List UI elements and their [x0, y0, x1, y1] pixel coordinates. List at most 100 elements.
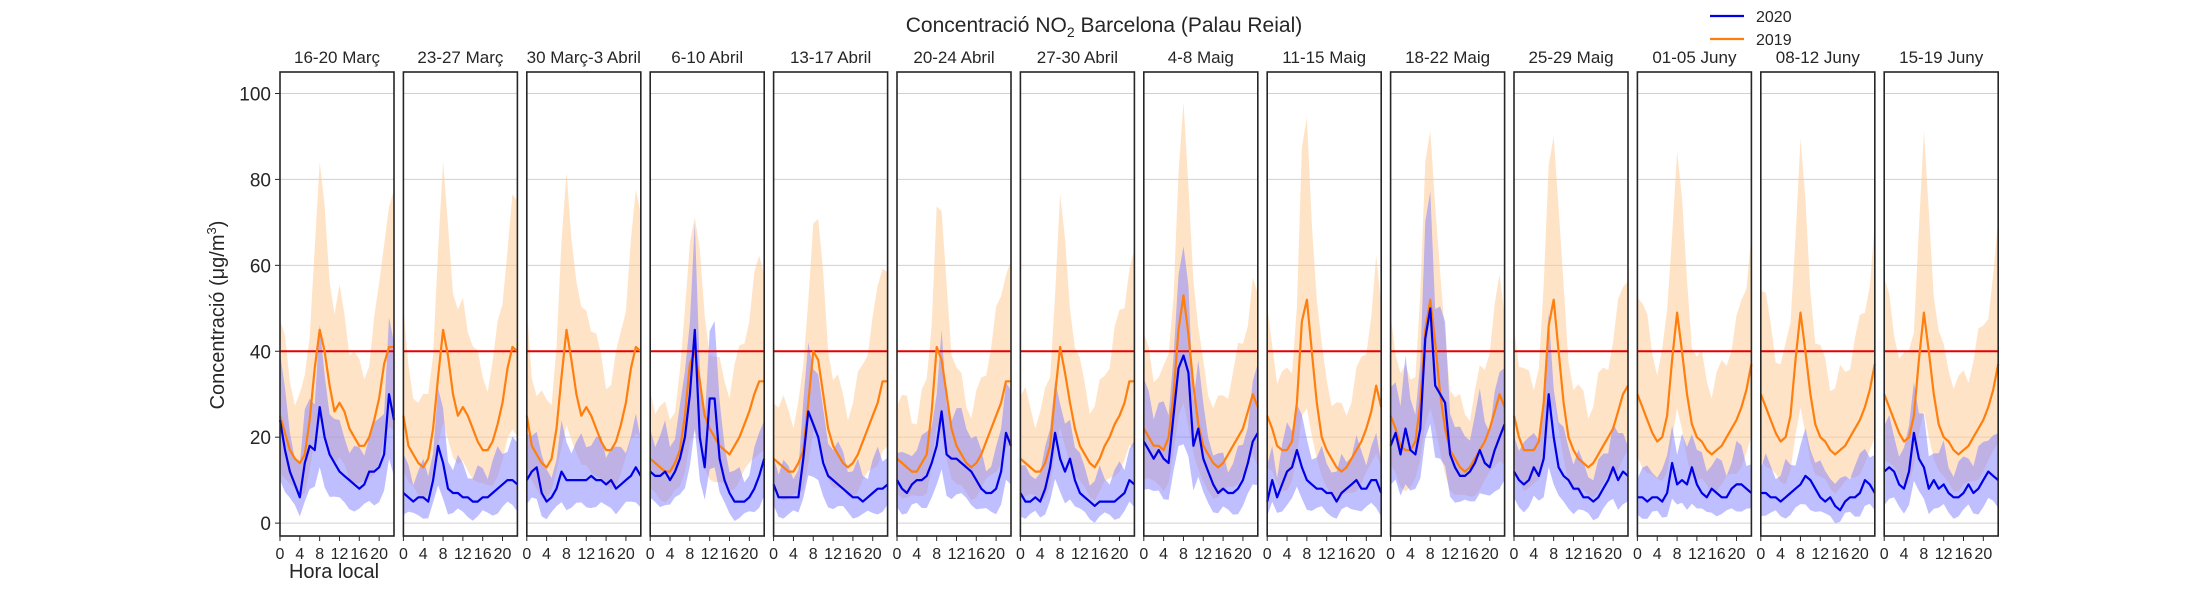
- series-line-2020: [1637, 461, 1753, 503]
- x-tick-label: 8: [1179, 546, 1188, 563]
- panel-title: 27-30 Abril: [1037, 48, 1118, 67]
- x-tick-label: 12: [454, 546, 472, 563]
- x-tick-label: 0: [522, 546, 531, 563]
- x-tick-label: 16: [1461, 546, 1479, 563]
- panel-frame: [1019, 71, 1136, 537]
- series-line-2020: [649, 328, 766, 503]
- panel-frame: [1760, 71, 1876, 537]
- series-line-2019: [1883, 311, 2000, 456]
- panel-frame: [896, 71, 1012, 537]
- panel-frame: [402, 71, 519, 537]
- y-tick-label: 20: [250, 428, 271, 449]
- series-line-2019: [772, 350, 888, 473]
- x-tick-label: 4: [1406, 546, 1415, 563]
- series-line-2019: [1636, 311, 1753, 456]
- x-tick-label: 4: [1529, 546, 1538, 563]
- x-tick-label: 0: [1263, 546, 1272, 563]
- panel-frame: [649, 71, 766, 537]
- x-tick-label: 16: [1955, 546, 1973, 563]
- series-line-2019: [1512, 298, 1629, 469]
- series-line-2019: [402, 328, 519, 469]
- series-line-2019: [1759, 311, 1876, 456]
- legend-label-2020: 2020: [1756, 9, 1792, 26]
- x-tick-label: 16: [1091, 546, 1109, 563]
- panel-7: 27-30 Abril 0 4 8 12 16 20: [1016, 48, 1136, 563]
- x-tick-label: 4: [666, 546, 675, 563]
- x-tick-label: 0: [646, 546, 655, 563]
- series-line-2019: [525, 328, 642, 469]
- x-tick-label: 12: [1565, 546, 1583, 563]
- y-tick-label: 100: [239, 84, 271, 105]
- panel-frame: [525, 71, 642, 537]
- x-tick-label: 16: [721, 546, 739, 563]
- x-tick-label: 4: [1036, 546, 1045, 563]
- x-tick-label: 0: [1386, 546, 1395, 563]
- x-tick-label: 12: [948, 546, 966, 563]
- x-tick-label: 12: [1318, 546, 1336, 563]
- series-line-2019: [278, 328, 394, 465]
- band-2020: [1020, 380, 1135, 523]
- panel-title: 20-24 Abril: [913, 48, 994, 67]
- series-line-2020: [896, 410, 1013, 495]
- panel-title: 18-22 Maig: [1405, 48, 1490, 67]
- band-2020: [897, 329, 1011, 515]
- panel-title: 01-05 Juny: [1652, 48, 1737, 67]
- band-2020: [1143, 246, 1258, 515]
- panel-5: 13-17 Abril 0 4 8 12 16 20: [769, 48, 889, 563]
- x-tick-label: 8: [932, 546, 941, 563]
- series-line-2019: [1019, 345, 1135, 473]
- x-tick-label: 20: [1604, 546, 1622, 563]
- x-tick-label: 4: [1776, 546, 1785, 563]
- x-tick-label: 20: [1481, 546, 1499, 563]
- panel-title: 15-19 Juny: [1899, 48, 1984, 67]
- x-tick-label: 12: [1935, 546, 1953, 563]
- x-tick-label: 0: [769, 546, 778, 563]
- series-line-2020: [1760, 474, 1876, 512]
- series-line-2020: [278, 393, 396, 499]
- y-tick-label: 40: [250, 342, 271, 363]
- x-tick-label: 12: [824, 546, 842, 563]
- x-tick-label: 4: [912, 546, 921, 563]
- series-line-2019: [1142, 294, 1259, 469]
- legend: 2020 2019: [1710, 9, 1792, 49]
- x-tick-label: 12: [1811, 546, 1829, 563]
- band-2019: [1760, 138, 1875, 494]
- panel-title: 6-10 Abril: [671, 48, 743, 67]
- svg-text:Concentració (μg/m3): Concentració (μg/m3): [204, 221, 229, 410]
- band-2020: [280, 317, 394, 517]
- x-tick-label: 16: [967, 546, 985, 563]
- panel-frame: [1143, 71, 1259, 537]
- panel-6: 20-24 Abril 0 4 8 12 16 20: [893, 48, 1013, 563]
- x-tick-label: 16: [474, 546, 492, 563]
- band-2020: [1514, 313, 1628, 521]
- x-tick-label: 8: [1919, 546, 1928, 563]
- series-line-2020: [525, 466, 642, 503]
- band-2020: [1267, 404, 1382, 519]
- y-tick-label: 0: [260, 514, 271, 535]
- series-line-2020: [402, 444, 519, 503]
- x-tick-label: 4: [1900, 546, 1909, 563]
- band-2019: [897, 206, 1011, 501]
- x-tick-label: 16: [350, 546, 368, 563]
- series-line-2020: [1019, 431, 1136, 507]
- y-axis-label: Concentració (μg/m3): [204, 221, 229, 410]
- panel-2: 23-27 Març 0 4 8 12 16 20: [399, 48, 519, 563]
- band-2019: [403, 161, 518, 501]
- x-tick-label: 16: [1708, 546, 1726, 563]
- series-line-2020: [1266, 449, 1383, 503]
- x-tick-label: 12: [701, 546, 719, 563]
- panel-9: 11-15 Maig 0 4 8 12 16 20: [1263, 48, 1383, 563]
- x-tick-label: 20: [1357, 546, 1375, 563]
- x-tick-label: 20: [740, 546, 758, 563]
- x-tick-label: 8: [562, 546, 571, 563]
- x-tick-label: 12: [1688, 546, 1706, 563]
- x-tick-label: 0: [1756, 546, 1765, 563]
- x-tick-label: 20: [370, 546, 388, 563]
- series-line-2019: [896, 345, 1011, 473]
- panel-title: 16-20 Març: [294, 48, 380, 67]
- panel-13: 08-12 Juny 0 4 8 12 16 20: [1756, 48, 1876, 563]
- x-tick-label: 12: [577, 546, 595, 563]
- panel-frame: [1266, 71, 1382, 537]
